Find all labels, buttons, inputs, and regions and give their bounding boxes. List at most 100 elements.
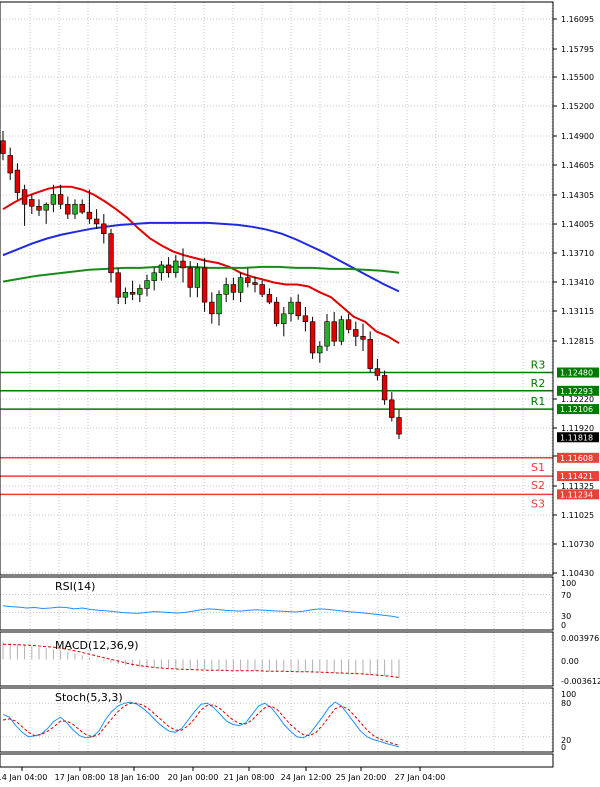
candle-bullish xyxy=(216,293,222,315)
candle-bearish xyxy=(273,301,280,324)
panel-frame-stoch xyxy=(0,687,554,753)
price-badge xyxy=(557,367,599,378)
candle-bearish xyxy=(295,301,301,317)
candle-bullish xyxy=(144,280,150,289)
candle-bearish xyxy=(259,284,265,295)
price-badge-label: 1.12106 xyxy=(560,405,593,414)
candle-bearish xyxy=(360,336,366,340)
price-tick-label: 1.14005 xyxy=(561,220,594,229)
rsi-tick-label: 30 xyxy=(561,612,571,621)
candle-bearish xyxy=(381,375,388,401)
price-badge xyxy=(557,404,599,415)
rsi-title: RSI(14) xyxy=(55,580,95,593)
price-tick-label: 1.16095 xyxy=(561,15,594,24)
price-badge-label: 1.11421 xyxy=(560,472,593,481)
price-tick-label: 1.10730 xyxy=(561,540,594,549)
candle-bearish xyxy=(187,267,193,288)
rsi-tick-label: 100 xyxy=(561,579,576,588)
candle-bearish xyxy=(252,282,258,285)
candle-bullish xyxy=(43,204,49,211)
price-tick-label: 1.15200 xyxy=(561,102,594,111)
time-tick-label: 24 Jan 12:00 xyxy=(281,773,332,782)
candle-bearish xyxy=(345,319,352,330)
stoch-title: Stoch(5,3,3) xyxy=(55,691,123,704)
stoch-tick-label: 100 xyxy=(561,690,576,699)
macd-title: MACD(12,36,9) xyxy=(55,639,139,652)
moving-averages xyxy=(2,185,400,345)
time-tick-label: 18 Jan 16:00 xyxy=(109,773,160,782)
price-badge xyxy=(557,489,599,500)
price-tick-label: 1.11325 xyxy=(561,482,594,491)
candle-bearish xyxy=(389,399,395,418)
candle-bullish xyxy=(194,267,201,288)
level-label-r2: R2 xyxy=(531,377,546,390)
candle-bearish xyxy=(209,301,215,315)
candle-bullish xyxy=(173,260,179,274)
price-badge-label: 1.11818 xyxy=(560,433,593,442)
panel-frame-main xyxy=(0,1,554,576)
price-badge-label: 1.12480 xyxy=(560,369,593,378)
price-tick-label: 1.13115 xyxy=(561,307,594,316)
candle-bearish xyxy=(65,204,71,215)
price-badge xyxy=(557,432,599,443)
candle-bearish xyxy=(86,211,93,220)
candle-bullish xyxy=(50,194,57,205)
stoch-tick-label: 20 xyxy=(561,736,571,745)
price-tick-label: 1.15795 xyxy=(561,45,594,54)
stoch-tick-label: 80 xyxy=(561,699,571,708)
candle-bullish xyxy=(158,264,165,274)
rsi-tick-label: 0 xyxy=(561,621,566,630)
level-label-r1: R1 xyxy=(531,395,546,408)
candle-bearish xyxy=(0,140,6,154)
rsi-tick-label: 70 xyxy=(561,591,571,600)
price-tick-label: 1.11025 xyxy=(561,511,594,520)
price-tick-label: 1.14605 xyxy=(561,161,594,170)
candle-bearish xyxy=(36,205,42,211)
ma-line-1 xyxy=(2,185,400,345)
candle-bearish xyxy=(57,194,64,205)
candle-bearish xyxy=(374,368,381,376)
price-tick-label: 1.11920 xyxy=(561,424,594,433)
panel-frame-macd xyxy=(0,631,554,687)
price-badge xyxy=(557,471,599,482)
candle-bearish xyxy=(108,233,114,274)
time-tick-label: 25 Jan 20:00 xyxy=(336,773,387,782)
macd-tick-label: 0.003976 xyxy=(561,634,599,643)
macd-signal-line xyxy=(2,643,400,678)
candle-bearish xyxy=(367,338,373,369)
time-tick-label: 14 Jan 04:00 xyxy=(0,773,47,782)
stoch-d-line xyxy=(2,702,400,746)
candle-bearish xyxy=(180,260,186,269)
candle-bullish xyxy=(223,284,229,295)
time-axis: 14 Jan 04:00 17 Jan 08:00 18 Jan 16:00 20 J… xyxy=(0,767,445,782)
candle-bullish xyxy=(288,301,294,315)
candle-bearish xyxy=(302,315,309,322)
price-tick-label: 1.12815 xyxy=(561,337,594,346)
price-badge xyxy=(557,452,599,463)
panel-frames xyxy=(0,1,554,768)
level-label-s2: S2 xyxy=(531,479,545,492)
candle-bullish xyxy=(151,272,157,281)
level-label-s1: S1 xyxy=(531,461,545,474)
candle-bearish xyxy=(201,267,208,303)
candle-bearish xyxy=(129,292,136,295)
level-label-r3: R3 xyxy=(531,359,546,372)
price-tick-label: 1.14305 xyxy=(561,191,594,200)
candle-bearish xyxy=(266,293,273,303)
time-tick-label: 21 Jan 08:00 xyxy=(224,773,275,782)
candle-bearish xyxy=(115,272,121,298)
price-badge-label: 1.11234 xyxy=(560,490,593,499)
price-tick-label: 1.10430 xyxy=(561,569,594,578)
candle-bullish xyxy=(122,292,129,298)
candle-bearish xyxy=(353,329,359,337)
price-badge-label: 1.12293 xyxy=(560,387,593,396)
stoch-k-line xyxy=(2,701,400,748)
rsi-line xyxy=(2,605,400,618)
stoch-tick-label: 0 xyxy=(561,743,566,752)
indicator-panels: RSI(14) 10070300MACD(12,36,9)0.0039760.00… xyxy=(0,579,600,752)
candle-bearish xyxy=(14,169,21,193)
candle-bullish xyxy=(137,288,143,295)
candlesticks xyxy=(0,130,402,440)
price-badge-label: 1.11608 xyxy=(560,454,593,463)
